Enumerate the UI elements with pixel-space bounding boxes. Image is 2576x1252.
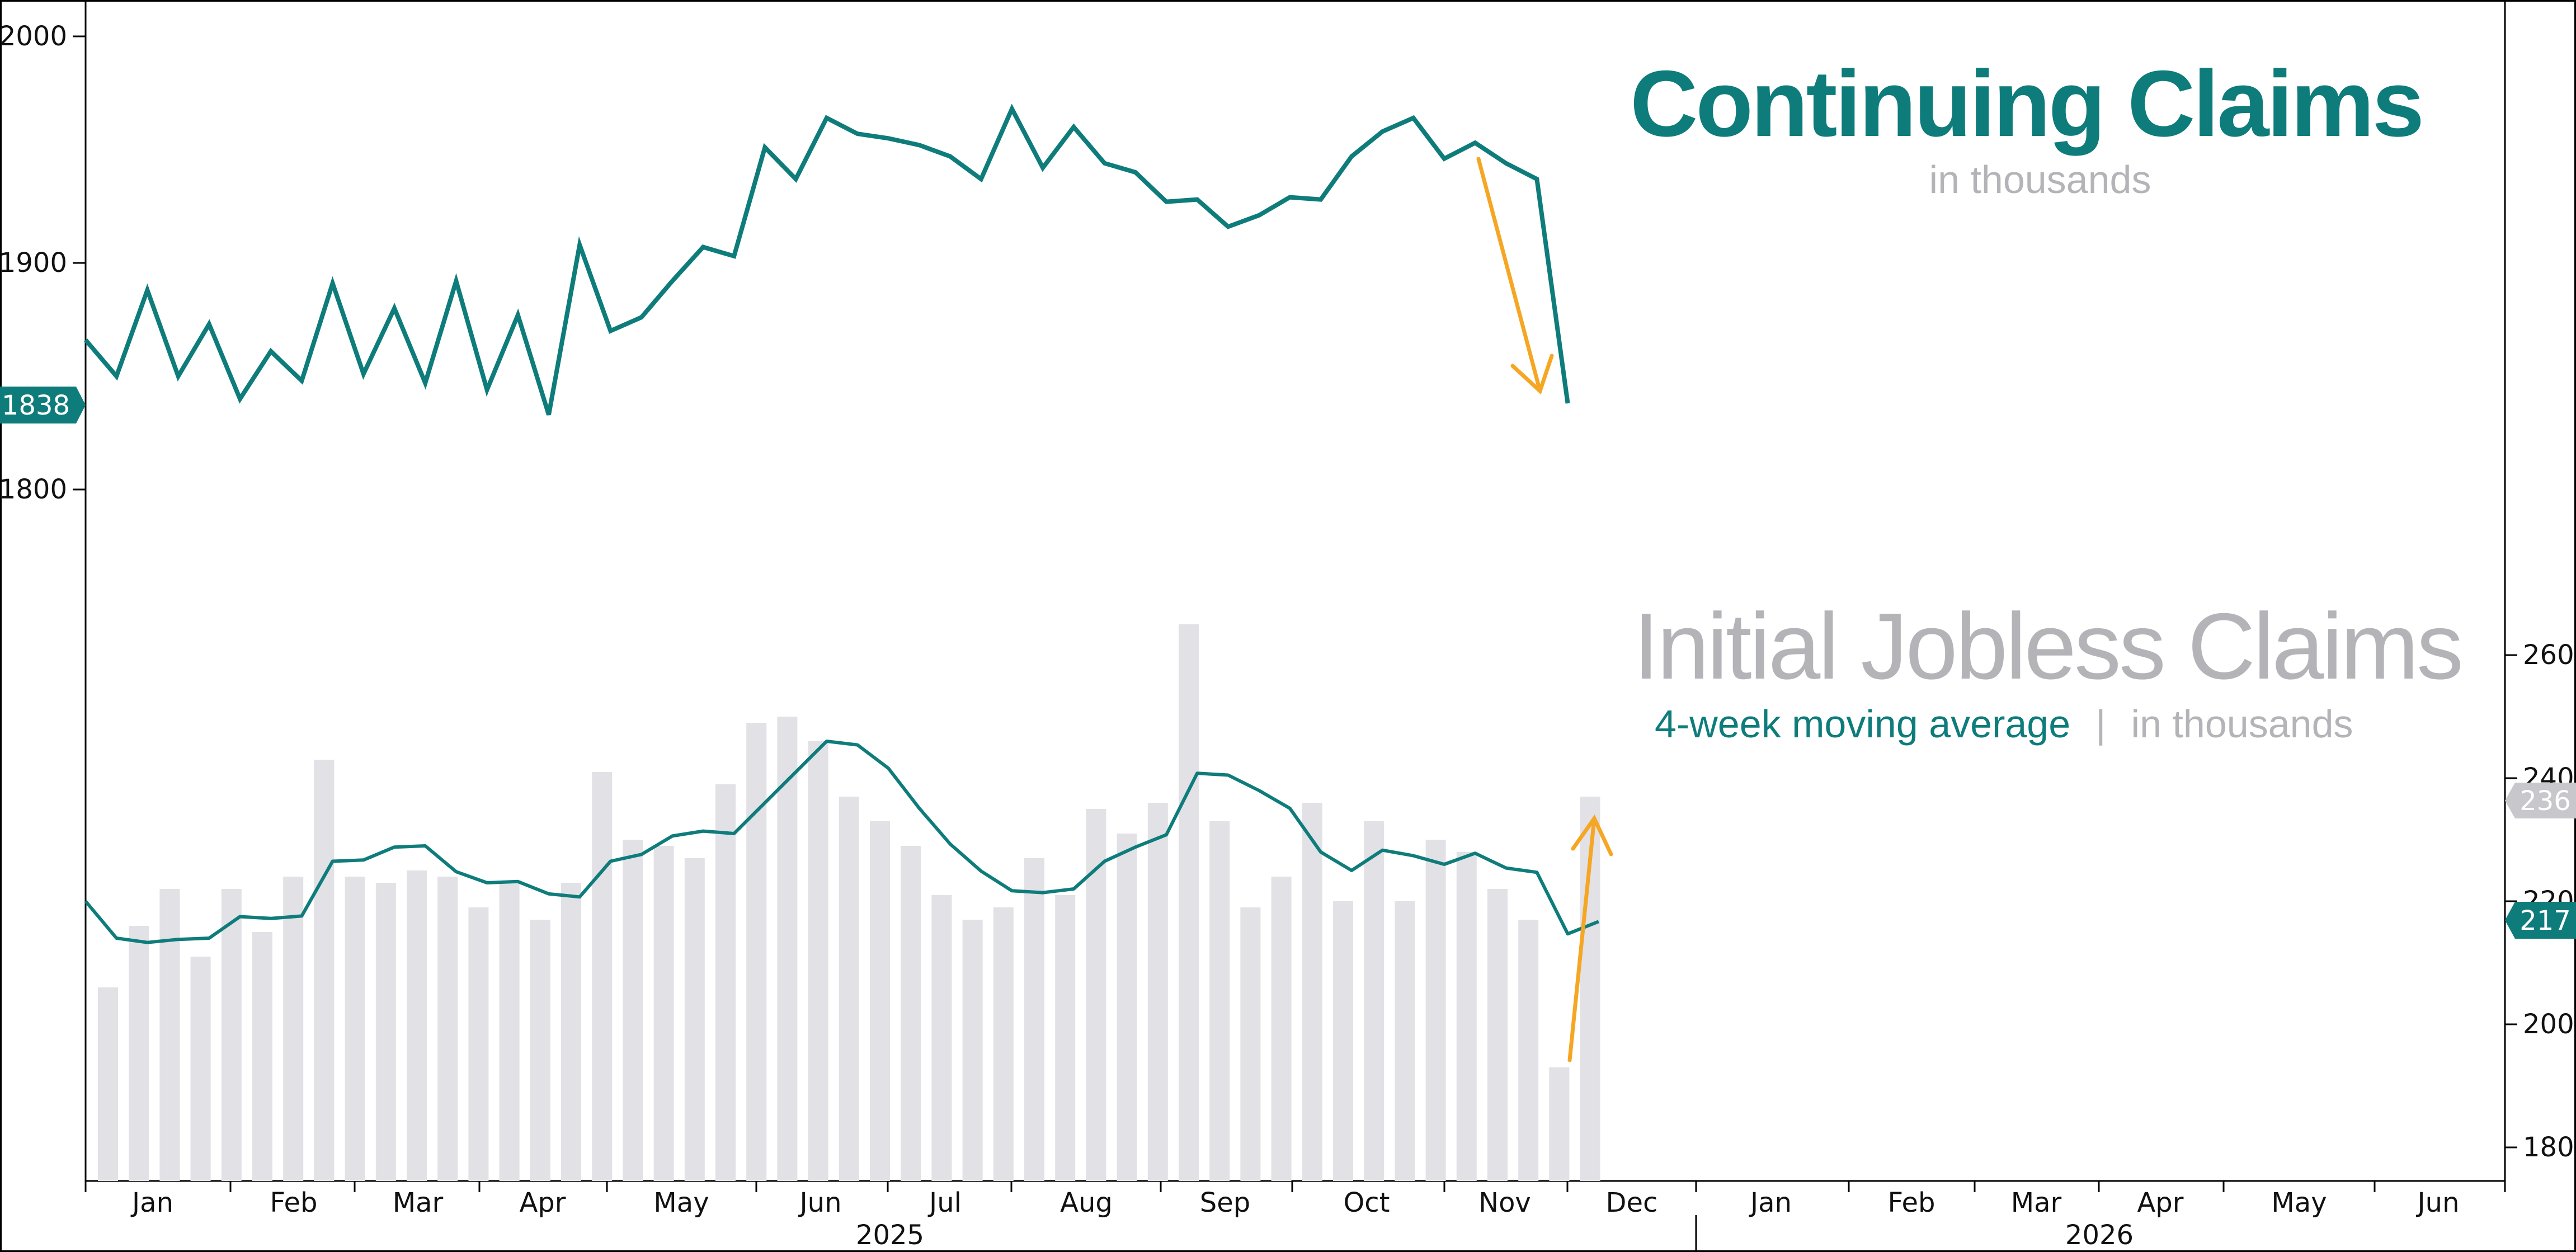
initial-claims-bar — [839, 797, 859, 1181]
right-tick-label: 260 — [2523, 639, 2574, 671]
initial-claims-bar — [98, 987, 118, 1181]
month-label: Jun — [2416, 1187, 2460, 1218]
right-tick-label: 200 — [2523, 1009, 2574, 1040]
moving-average-last-value: 217 — [2520, 905, 2571, 936]
initial-claims-bar — [653, 846, 674, 1181]
month-label: Nov — [1478, 1187, 1531, 1218]
initial-claims-bar — [1364, 821, 1384, 1181]
initial-claims-bar — [1271, 877, 1292, 1181]
initial-claims-subtitle: 4-week moving average | in thousands — [1655, 702, 2353, 746]
left-tick-label: 1800 — [0, 474, 67, 505]
initial-claims-bar — [561, 883, 581, 1181]
initial-claims-bar — [962, 920, 983, 1181]
initial-claims-bar — [1549, 1067, 1570, 1181]
initial-claims-bar — [870, 821, 890, 1181]
initial-claims-bar — [314, 760, 335, 1181]
initial-claims-bar — [1425, 840, 1446, 1181]
initial-claims-last-badge: 236 — [2505, 783, 2576, 818]
month-label: Sep — [1200, 1187, 1250, 1218]
initial-claims-bar — [1518, 920, 1539, 1181]
year-label: 2026 — [2065, 1220, 2134, 1251]
up-arrow-annotation — [1567, 815, 1613, 1062]
initial-claims-bar — [715, 784, 736, 1181]
initial-claims-bars — [98, 624, 1600, 1181]
initial-claims-bar — [129, 926, 149, 1181]
initial-claims-bar — [1395, 901, 1415, 1181]
moving-average-last-badge: 217 — [2505, 902, 2576, 939]
initial-claims-bar — [1487, 889, 1508, 1181]
initial-claims-bar — [283, 877, 304, 1181]
initial-claims-unit: in thousands — [2131, 702, 2353, 746]
initial-claims-bar — [499, 883, 520, 1181]
initial-claims-bar — [159, 889, 180, 1181]
month-label: Jul — [927, 1187, 962, 1218]
initial-claims-bar — [931, 895, 952, 1181]
continuing-claims-title: Continuing Claims — [1630, 51, 2422, 156]
initial-claims-bar — [993, 907, 1014, 1181]
month-label: Mar — [393, 1187, 444, 1218]
initial-claims-last-value: 236 — [2520, 785, 2571, 817]
initial-claims-bar — [684, 858, 705, 1181]
x-axis-ticks: Jan Feb Mar Apr May Jun Jul Aug Sep Oct Nov Dec Jan F… — [84, 1181, 2506, 1251]
initial-claims-bar — [1333, 901, 1353, 1181]
continuing-claims-last-value: 1838 — [2, 390, 70, 421]
month-label: May — [653, 1187, 709, 1218]
initial-claims-bar — [1117, 834, 1137, 1181]
initial-claims-bar — [1240, 907, 1261, 1181]
month-label: Dec — [1606, 1187, 1658, 1218]
initial-claims-bar — [1456, 852, 1477, 1181]
initial-claims-bar — [623, 840, 643, 1181]
initial-claims-bar — [1179, 624, 1199, 1181]
initial-claims-bar — [407, 870, 427, 1181]
initial-claims-bar — [1024, 858, 1044, 1181]
month-label: Jun — [798, 1187, 842, 1218]
month-label: Jan — [130, 1187, 173, 1218]
down-arrow-annotation — [1476, 157, 1554, 395]
initial-claims-bar — [345, 877, 365, 1181]
initial-claims-bar — [221, 889, 242, 1181]
month-label: Jan — [1749, 1187, 1792, 1218]
month-label: Feb — [1888, 1187, 1935, 1218]
initial-claims-bar — [530, 920, 550, 1181]
right-tick-label: 180 — [2523, 1132, 2574, 1163]
moving-average-line — [84, 740, 1599, 944]
month-label: May — [2271, 1187, 2327, 1218]
initial-claims-bar — [1302, 803, 1322, 1181]
initial-claims-bar — [808, 741, 828, 1181]
moving-average-label: 4-week moving average — [1655, 702, 2070, 746]
initial-claims-bar — [746, 723, 767, 1181]
initial-claims-bar — [1055, 895, 1076, 1181]
initial-claims-bar — [375, 883, 396, 1181]
continuing-claims-line — [83, 103, 1570, 416]
initial-claims-bar — [468, 907, 489, 1181]
month-label: Mar — [2011, 1187, 2062, 1218]
initial-claims-bar — [777, 717, 798, 1181]
subtitle-separator: | — [2095, 702, 2106, 746]
initial-claims-bar — [1209, 821, 1230, 1181]
left-axis-ticks: 2000 1900 1800 — [0, 21, 86, 505]
month-label: Apr — [2137, 1187, 2183, 1218]
month-label: Feb — [270, 1187, 318, 1218]
year-label: 2025 — [856, 1220, 924, 1251]
month-label: Oct — [1344, 1187, 1390, 1218]
left-tick-label: 2000 — [0, 21, 67, 52]
initial-claims-bar — [1147, 803, 1168, 1181]
initial-claims-bar — [592, 772, 613, 1181]
initial-claims-bar — [190, 957, 211, 1181]
initial-claims-bar — [252, 932, 272, 1181]
continuing-claims-last-badge: 1838 — [0, 387, 86, 423]
month-label: Apr — [519, 1187, 566, 1218]
initial-claims-title: Initial Jobless Claims — [1633, 594, 2461, 699]
initial-claims-bar — [901, 846, 921, 1181]
continuing-claims-subtitle: in thousands — [1929, 158, 2151, 201]
month-label: Aug — [1060, 1187, 1113, 1218]
initial-claims-bar — [437, 877, 458, 1181]
left-tick-label: 1900 — [0, 247, 67, 279]
